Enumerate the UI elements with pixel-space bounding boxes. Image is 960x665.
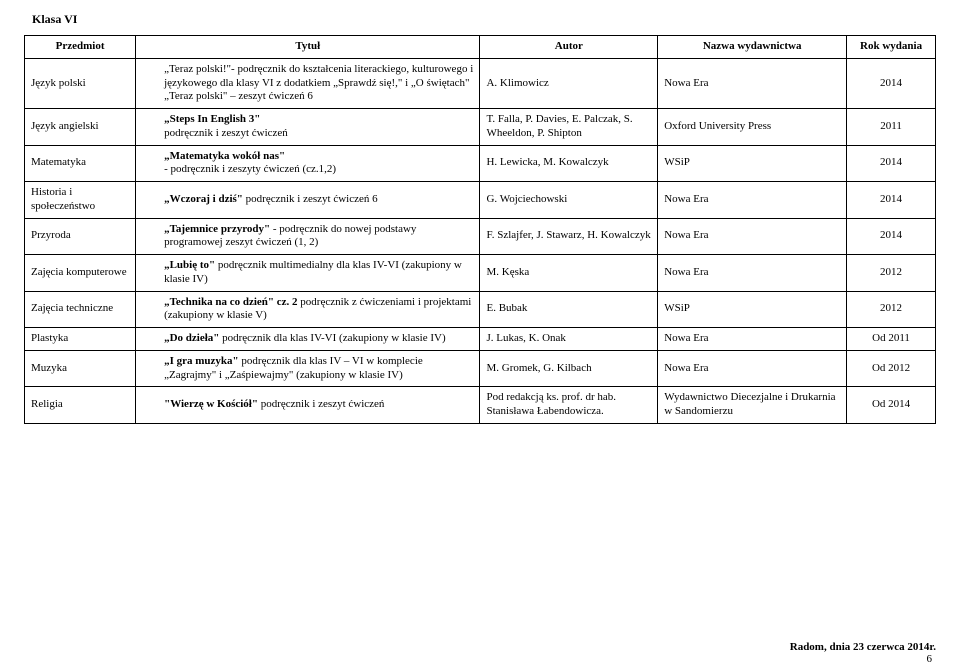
header-subject: Przedmiot bbox=[25, 36, 136, 59]
cell-year: 2014 bbox=[847, 145, 936, 182]
textbooks-table: Przedmiot Tytuł Autor Nazwa wydawnictwa … bbox=[24, 35, 936, 424]
cell-year: 2012 bbox=[847, 291, 936, 328]
cell-subject: Muzyka bbox=[25, 350, 136, 387]
cell-publisher: Nowa Era bbox=[658, 218, 847, 255]
cell-author: H. Lewicka, M. Kowalczyk bbox=[480, 145, 658, 182]
cell-publisher: Nowa Era bbox=[658, 328, 847, 351]
cell-author: T. Falla, P. Davies, E. Palczak, S. Whee… bbox=[480, 109, 658, 146]
table-row: Muzyka„I gra muzyka" podręcznik dla klas… bbox=[25, 350, 936, 387]
footer-date: Radom, dnia 23 czerwca 2014r. bbox=[790, 641, 936, 653]
table-body: Język polski„Teraz polski!"- podręcznik … bbox=[25, 58, 936, 423]
cell-publisher: WSiP bbox=[658, 291, 847, 328]
table-row: Historia i społeczeństwo„Wczoraj i dziś"… bbox=[25, 182, 936, 219]
cell-title: „Do dzieła" podręcznik dla klas IV-VI (z… bbox=[136, 328, 480, 351]
cell-publisher: Oxford University Press bbox=[658, 109, 847, 146]
header-year: Rok wydania bbox=[847, 36, 936, 59]
cell-title: „I gra muzyka" podręcznik dla klas IV – … bbox=[136, 350, 480, 387]
cell-title: „Tajemnice przyrody" - podręcznik do now… bbox=[136, 218, 480, 255]
cell-publisher: Wydawnictwo Diecezjalne i Drukarnia w Sa… bbox=[658, 387, 847, 424]
cell-author: M. Kęska bbox=[480, 255, 658, 292]
cell-year: 2014 bbox=[847, 58, 936, 108]
cell-author: M. Gromek, G. Kilbach bbox=[480, 350, 658, 387]
cell-publisher: WSiP bbox=[658, 145, 847, 182]
header-author: Autor bbox=[480, 36, 658, 59]
cell-author: J. Lukas, K. Onak bbox=[480, 328, 658, 351]
table-row: Zajęcia komputerowe„Lubię to" podręcznik… bbox=[25, 255, 936, 292]
cell-subject: Plastyka bbox=[25, 328, 136, 351]
cell-title: „Steps In English 3"podręcznik i zeszyt … bbox=[136, 109, 480, 146]
cell-year: 2011 bbox=[847, 109, 936, 146]
cell-title: „Matematyka wokół nas"- podręcznik i zes… bbox=[136, 145, 480, 182]
cell-publisher: Nowa Era bbox=[658, 255, 847, 292]
cell-title: „Wczoraj i dziś" podręcznik i zeszyt ćwi… bbox=[136, 182, 480, 219]
cell-author: G. Wojciechowski bbox=[480, 182, 658, 219]
cell-subject: Język polski bbox=[25, 58, 136, 108]
header-publisher: Nazwa wydawnictwa bbox=[658, 36, 847, 59]
table-row: Religia"Wierzę w Kościół" podręcznik i z… bbox=[25, 387, 936, 424]
table-row: Język polski„Teraz polski!"- podręcznik … bbox=[25, 58, 936, 108]
cell-author: E. Bubak bbox=[480, 291, 658, 328]
cell-author: F. Szlajfer, J. Stawarz, H. Kowalczyk bbox=[480, 218, 658, 255]
cell-title: „Technika na co dzień" cz. 2 podręcznik … bbox=[136, 291, 480, 328]
cell-year: 2014 bbox=[847, 182, 936, 219]
table-row: Język angielski„Steps In English 3"podrę… bbox=[25, 109, 936, 146]
cell-subject: Przyroda bbox=[25, 218, 136, 255]
table-row: Przyroda„Tajemnice przyrody" - podręczni… bbox=[25, 218, 936, 255]
cell-subject: Zajęcia komputerowe bbox=[25, 255, 136, 292]
cell-author: Pod redakcją ks. prof. dr hab. Stanisław… bbox=[480, 387, 658, 424]
class-header: Klasa VI bbox=[24, 8, 936, 35]
cell-year: Od 2012 bbox=[847, 350, 936, 387]
cell-publisher: Nowa Era bbox=[658, 350, 847, 387]
cell-title: "Wierzę w Kościół" podręcznik i zeszyt ć… bbox=[136, 387, 480, 424]
cell-year: Od 2011 bbox=[847, 328, 936, 351]
cell-year: Od 2014 bbox=[847, 387, 936, 424]
cell-subject: Historia i społeczeństwo bbox=[25, 182, 136, 219]
cell-subject: Zajęcia techniczne bbox=[25, 291, 136, 328]
cell-title: „Lubię to" podręcznik multimedialny dla … bbox=[136, 255, 480, 292]
cell-subject: Matematyka bbox=[25, 145, 136, 182]
cell-author: A. Klimowicz bbox=[480, 58, 658, 108]
footer-page-number: 6 bbox=[927, 653, 933, 665]
cell-publisher: Nowa Era bbox=[658, 58, 847, 108]
table-row: Matematyka„Matematyka wokół nas"- podręc… bbox=[25, 145, 936, 182]
cell-publisher: Nowa Era bbox=[658, 182, 847, 219]
cell-subject: Język angielski bbox=[25, 109, 136, 146]
cell-title: „Teraz polski!"- podręcznik do kształcen… bbox=[136, 58, 480, 108]
header-title: Tytuł bbox=[136, 36, 480, 59]
table-row: Plastyka„Do dzieła" podręcznik dla klas … bbox=[25, 328, 936, 351]
header-row: Przedmiot Tytuł Autor Nazwa wydawnictwa … bbox=[25, 36, 936, 59]
cell-year: 2014 bbox=[847, 218, 936, 255]
cell-subject: Religia bbox=[25, 387, 136, 424]
cell-year: 2012 bbox=[847, 255, 936, 292]
table-row: Zajęcia techniczne„Technika na co dzień"… bbox=[25, 291, 936, 328]
